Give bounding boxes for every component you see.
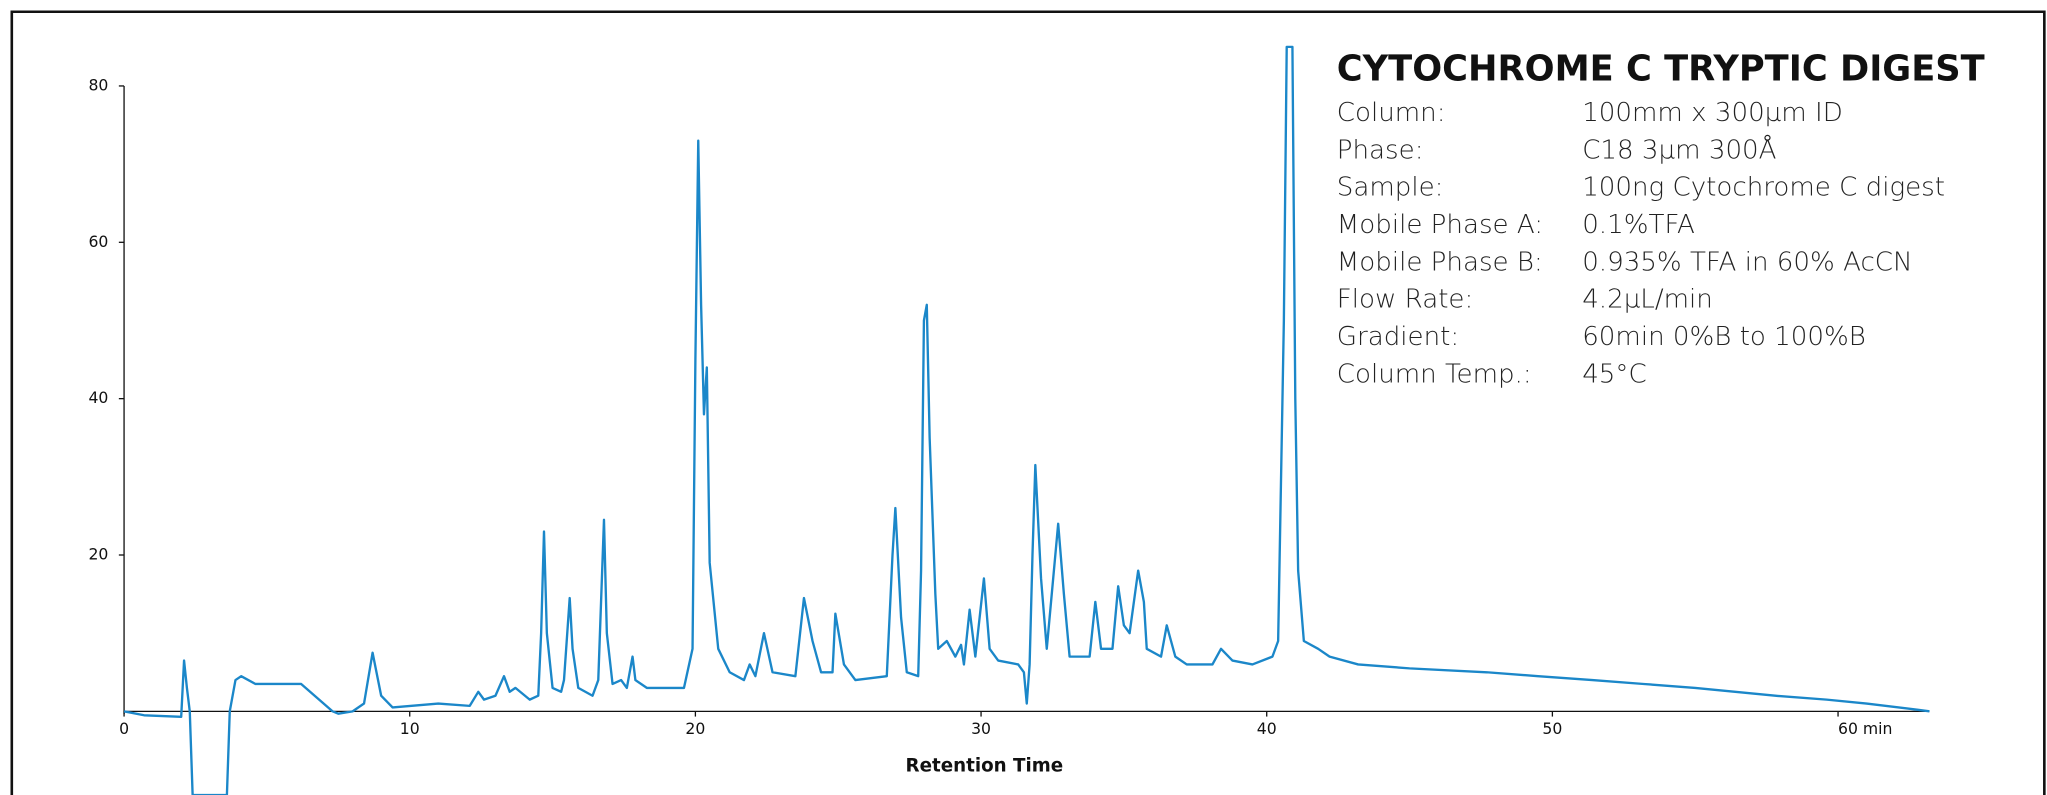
annotation-key: Gradient: <box>1337 322 1459 352</box>
x-tick-label: 0 <box>119 719 129 738</box>
annotation-key: Column: <box>1337 98 1446 128</box>
annotation-key: Mobile Phase B: <box>1337 247 1543 277</box>
x-tick-label: 20 <box>685 719 705 738</box>
y-tick-label: 80 <box>88 75 108 94</box>
annotation-value: 60min 0%B to 100%B <box>1582 322 1866 352</box>
x-axis-title: Retention Time <box>906 755 1064 776</box>
annotation-key: Mobile Phase A: <box>1337 210 1543 240</box>
annotation-value: 4.2µL/min <box>1582 285 1713 315</box>
x-tick-label: 30 <box>971 719 991 738</box>
annotation-key: Phase: <box>1337 135 1424 165</box>
annotation-key: Flow Rate: <box>1337 285 1473 315</box>
annotation-value: 100mm x 300µm ID <box>1582 98 1843 128</box>
chromatogram-line <box>123 45 1930 795</box>
x-tick-label: 40 <box>1257 719 1277 738</box>
annotation-key: Sample: <box>1337 173 1444 203</box>
annotation-value: 0.935% TFA in 60% AcCN <box>1582 247 1912 277</box>
x-tick-label: 50 <box>1542 719 1562 738</box>
annotation-value: C18 3µm 300Å <box>1582 132 1776 165</box>
y-tick-label: 40 <box>88 388 108 407</box>
annotation-key: Column Temp.: <box>1337 359 1532 389</box>
y-tick-label: 20 <box>88 545 108 564</box>
annotation-title: CYTOCHROME C TRYPTIC DIGEST <box>1337 48 1985 89</box>
x-tick-label: 10 <box>400 719 420 738</box>
annotation-value: 45°C <box>1582 359 1646 389</box>
annotation-value: 100ng Cytochrome C digest <box>1582 173 1945 203</box>
y-tick-label: 60 <box>88 232 108 251</box>
annotation-value: 0.1%TFA <box>1582 210 1695 240</box>
x-tick-label: 60 min <box>1838 719 1892 738</box>
frame <box>10 10 2046 795</box>
